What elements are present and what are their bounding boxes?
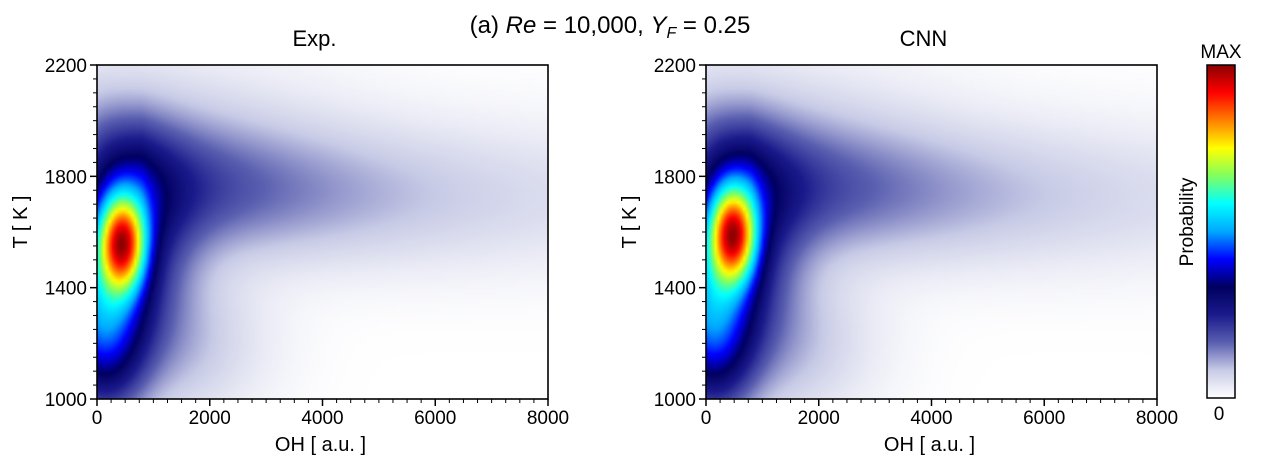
x-tick-label: 2000 (189, 408, 231, 429)
colorbar: MAX 0 Probability (1177, 42, 1242, 425)
x-tick-label: 4000 (301, 408, 343, 429)
x-tick-label: 4000 (910, 408, 952, 429)
x-tick-label: 8000 (527, 408, 569, 429)
y-tick-label: 2200 (654, 56, 696, 77)
y-tick-label: 1800 (654, 167, 696, 188)
y-tick-label: 2200 (45, 56, 87, 77)
colorbar-min-label: 0 (1214, 404, 1225, 425)
x-tick-label: 0 (92, 408, 103, 429)
title-part: = 0.25 (676, 12, 750, 39)
panel-title: CNN (900, 26, 948, 51)
title-part: = 10,000, (536, 12, 650, 39)
title-part: Y (650, 12, 668, 39)
colorbar-label: Probability (1177, 177, 1198, 266)
panel-exp: 0 2000 4000 6000 8000 1000 1400 1800 2200 Exp. OH … (10, 26, 569, 456)
title-part: F (666, 25, 677, 42)
y-tick-label: 1800 (45, 167, 87, 188)
y-tick-label: 1000 (654, 390, 696, 411)
y-tick-label: 1000 (45, 390, 87, 411)
figure-title: (a) Re = 10,000, YF = 0.25 (470, 12, 751, 42)
x-tick-label: 0 (701, 408, 712, 429)
title-part: (a) (470, 12, 506, 39)
x-axis-label: OH [ a.u. ] (884, 434, 975, 456)
x-tick-label: 8000 (1136, 408, 1178, 429)
panel-title: Exp. (292, 26, 336, 51)
y-tick-label: 1400 (654, 279, 696, 300)
x-axis-label: OH [ a.u. ] (275, 434, 366, 456)
title-part: Re (506, 12, 537, 39)
panel-cnn: 0 2000 4000 6000 8000 1000 1400 1800 2200 CNN OH [… (619, 26, 1178, 456)
colorbar-gradient (1206, 64, 1236, 399)
x-tick-label: 6000 (414, 408, 456, 429)
y-axis-label: T [ K ] (619, 196, 641, 249)
x-tick-label: 2000 (798, 408, 840, 429)
heatmap-image (97, 65, 548, 399)
y-tick-label: 1400 (45, 279, 87, 300)
heatmap-image (706, 65, 1157, 399)
y-axis-label: T [ K ] (10, 196, 32, 249)
colorbar-max-label: MAX (1200, 42, 1242, 63)
x-tick-label: 6000 (1023, 408, 1065, 429)
